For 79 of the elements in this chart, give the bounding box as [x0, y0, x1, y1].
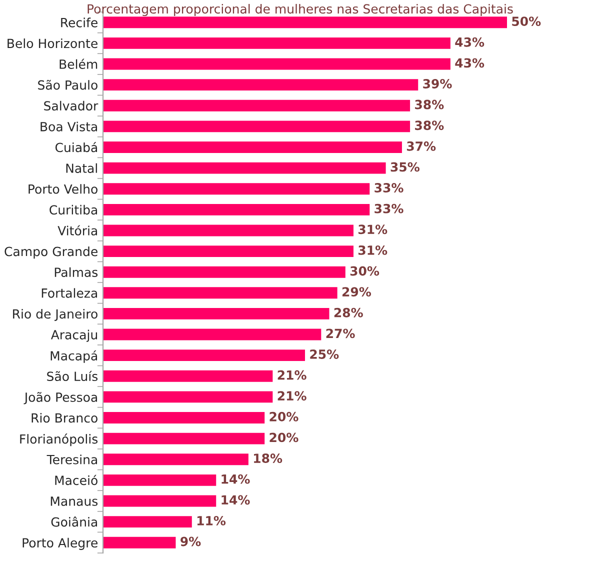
y-tick-label: Aracaju [50, 330, 98, 342]
y-tick-label: Florianópolis [20, 434, 98, 446]
data-label: 11% [197, 516, 226, 526]
data-label: 27% [326, 328, 355, 338]
data-label: 20% [270, 432, 298, 442]
y-tick-label: Curitiba [50, 204, 98, 215]
bar [103, 516, 192, 528]
bar [103, 79, 418, 91]
data-label: 31% [358, 224, 388, 234]
bar [103, 454, 248, 466]
y-tick-label: Cuiabá [55, 142, 98, 152]
data-label: 21% [278, 391, 306, 401]
bar [103, 536, 176, 548]
y-tick-label: Porto Velho [28, 184, 98, 194]
data-label: 14% [222, 495, 250, 505]
bar [103, 391, 273, 403]
bar [103, 432, 265, 444]
bar [103, 183, 370, 195]
data-label: 14% [222, 474, 250, 484]
y-tick-label: Macapá [50, 350, 97, 363]
data-label: 18% [254, 454, 282, 463]
y-tick-label: Vitória [58, 225, 98, 236]
bar [103, 142, 402, 153]
y-tick-label: Recife [61, 18, 98, 28]
data-label: 31% [358, 245, 388, 255]
y-tick-label: Natal [66, 163, 97, 173]
data-label: 21% [278, 370, 306, 380]
y-tick-label: Goiânia [51, 516, 98, 527]
y-tick-label: Rio Branco [32, 413, 98, 423]
bar [103, 474, 216, 486]
bar [103, 37, 450, 49]
bar [103, 246, 354, 258]
data-label: 35% [390, 162, 420, 172]
y-tick-label: Palmas [54, 267, 98, 278]
y-tick-label: Maceió [55, 474, 98, 486]
bar [103, 308, 330, 320]
data-label: 33% [374, 183, 404, 192]
data-label: 37% [406, 141, 436, 151]
bar [103, 58, 450, 70]
bar [103, 370, 273, 382]
data-label: 43% [455, 37, 484, 47]
bar [103, 204, 370, 216]
bar [103, 16, 507, 28]
data-label: 30% [350, 266, 380, 276]
bar [103, 266, 346, 278]
bar [103, 287, 338, 299]
y-tick-label: Boa Vista [40, 122, 98, 132]
y-tick-label: Campo Grande [4, 246, 98, 259]
data-label: 33% [374, 204, 404, 214]
y-tick-label: Salvador [44, 100, 98, 111]
bar [103, 100, 410, 112]
data-label: 38% [415, 120, 444, 130]
y-tick-label: Belo Horizonte [8, 38, 98, 48]
data-label: 43% [455, 58, 484, 68]
y-tick-label: São Luís [47, 370, 98, 382]
data-label: 25% [310, 350, 339, 359]
bar [103, 162, 386, 174]
data-label: 28% [334, 308, 363, 318]
bar [103, 224, 354, 236]
bar [103, 495, 216, 507]
chart-title: Porcentagem proporcional de mulheres nas Secretarias das Capitais [88, 4, 513, 16]
bar [103, 120, 410, 132]
data-label: 50% [512, 16, 541, 26]
data-label: 9% [180, 536, 201, 546]
data-label: 20% [270, 412, 298, 422]
data-label: 38% [415, 100, 444, 110]
y-tick-label: João Pessoa [24, 392, 98, 404]
data-label: 39% [423, 79, 452, 88]
y-tick-label: São Paulo [38, 80, 98, 90]
y-tick-label: Belém [60, 58, 98, 69]
bar [103, 350, 305, 362]
data-label: 29% [342, 287, 372, 297]
y-tick-label: Manaus [50, 496, 98, 506]
y-tick-label: Fortaleza [42, 288, 98, 298]
bar [103, 412, 265, 424]
bar [103, 328, 322, 340]
y-tick-label: Porto Alegre [22, 538, 98, 550]
y-tick-label: Rio de Janeiro [13, 308, 98, 321]
y-tick-label: Teresina [46, 454, 98, 464]
